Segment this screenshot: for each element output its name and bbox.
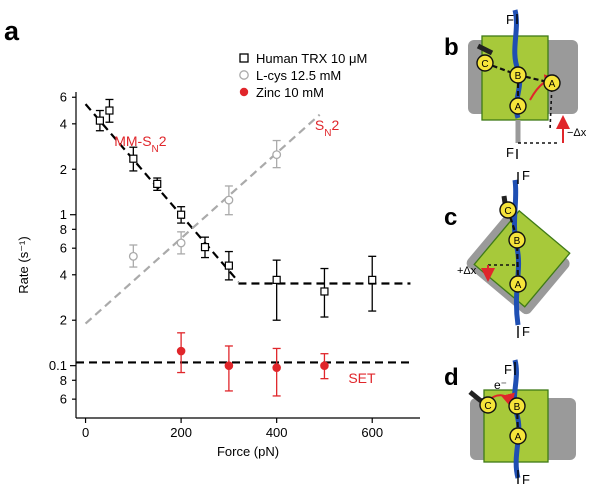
y-tick-label: 4 [60, 116, 67, 131]
data-point [153, 179, 162, 188]
site-label-a2: A [549, 79, 556, 90]
y-tick-label: 0.1 [49, 358, 67, 373]
panel-label-b: b [444, 34, 459, 61]
data-point [129, 154, 138, 163]
panel-label-a: a [4, 16, 20, 46]
x-tick-label: 400 [266, 425, 288, 440]
chart-annotations: MM-SN2 SN2 SET [114, 117, 376, 386]
site-circle-b [508, 397, 526, 415]
schematic-d: C B A e⁻ F F [468, 359, 576, 487]
data-point [272, 275, 281, 284]
delta-label: +Δx [457, 265, 477, 277]
force-label-top: F [504, 362, 512, 377]
force-label-bottom: F [522, 472, 530, 486]
y-tick-label: 6 [60, 241, 67, 256]
annotation-set: SET [348, 370, 376, 386]
data-point [320, 361, 329, 370]
legend: Human TRX 10 μM L-cys 12.5 mM Zinc 10 mM [239, 51, 367, 100]
data-point [272, 363, 281, 372]
y-tick-label: 6 [60, 392, 67, 407]
site-label-b: B [514, 402, 521, 413]
site-circle-a [509, 427, 527, 445]
legend-label: Zinc 10 mM [256, 85, 324, 100]
site-circle-a [509, 275, 527, 293]
site-circle-c [479, 396, 497, 414]
bond-b-a [517, 73, 553, 85]
y-tick-label: 6 [60, 90, 67, 105]
annotation-sn2: SN2 [315, 117, 340, 139]
x-axis-label: Force (pN) [217, 444, 279, 459]
legend-marker [239, 53, 249, 63]
x-tick-label: 200 [170, 425, 192, 440]
site-circle-b [509, 66, 527, 84]
site-label-a: A [515, 432, 522, 443]
black-stub [476, 43, 494, 56]
legend-label: L-cys 12.5 mM [256, 68, 341, 83]
data-point [272, 150, 282, 160]
site-circle-a [509, 97, 527, 115]
y-tick-label: 8 [60, 222, 67, 237]
y-tick-label: 8 [60, 373, 67, 388]
y-tick-label: 2 [60, 313, 67, 328]
data-point [176, 238, 186, 248]
site-label-b: B [514, 236, 521, 247]
site-circle-c [476, 54, 494, 72]
x-tick-label: 600 [361, 425, 383, 440]
site-label-b: B [515, 71, 522, 82]
legend-label: Human TRX 10 μM [256, 51, 367, 66]
data-point [320, 287, 329, 296]
site-circle-b [508, 231, 526, 249]
y-tick-label: 4 [60, 267, 67, 282]
data-point [224, 195, 234, 205]
panel-label-c: c [444, 204, 457, 231]
site-circle-c [499, 201, 517, 219]
data-marks [95, 98, 377, 397]
schematic-b: C B A A F F −Δx [468, 9, 587, 160]
force-label-bottom: F [506, 145, 514, 160]
annotation-mmsn2: MM-SN2 [114, 133, 167, 155]
schematic-c: C B A F F +Δx [457, 168, 571, 339]
fit-lines [76, 103, 411, 364]
site-label-c: C [484, 401, 491, 412]
x-tick-label: 0 [82, 425, 89, 440]
electron-label: e⁻ [494, 378, 507, 392]
y-axis-label: Rate (s⁻¹) [16, 236, 31, 293]
data-point [105, 106, 114, 115]
data-point [224, 361, 234, 370]
data-point [224, 261, 233, 270]
data-point [368, 275, 377, 284]
legend-marker [239, 70, 249, 80]
data-point [95, 116, 104, 125]
data-point [200, 243, 210, 252]
fit-line [84, 113, 321, 325]
bond-c-b [484, 61, 519, 77]
site-label-c: C [481, 59, 488, 70]
force-label-top: F [522, 168, 530, 183]
force-label-top: F [506, 12, 514, 27]
panel-label-d: d [444, 364, 459, 391]
y-tick-label: 1 [60, 207, 67, 222]
site-label-a: A [515, 102, 522, 113]
legend-marker [239, 87, 249, 97]
data-point [177, 210, 186, 219]
delta-label: −Δx [567, 127, 587, 139]
site-label-c: C [504, 206, 511, 217]
data-point [176, 346, 186, 356]
site-circle-a2 [543, 74, 561, 92]
fit-line [84, 103, 240, 283]
force-label-bottom: F [522, 324, 530, 339]
y-tick-label: 2 [60, 162, 67, 177]
black-stub [468, 390, 483, 403]
green-domain [473, 209, 571, 308]
data-point [128, 251, 138, 261]
site-label-a: A [515, 280, 522, 291]
